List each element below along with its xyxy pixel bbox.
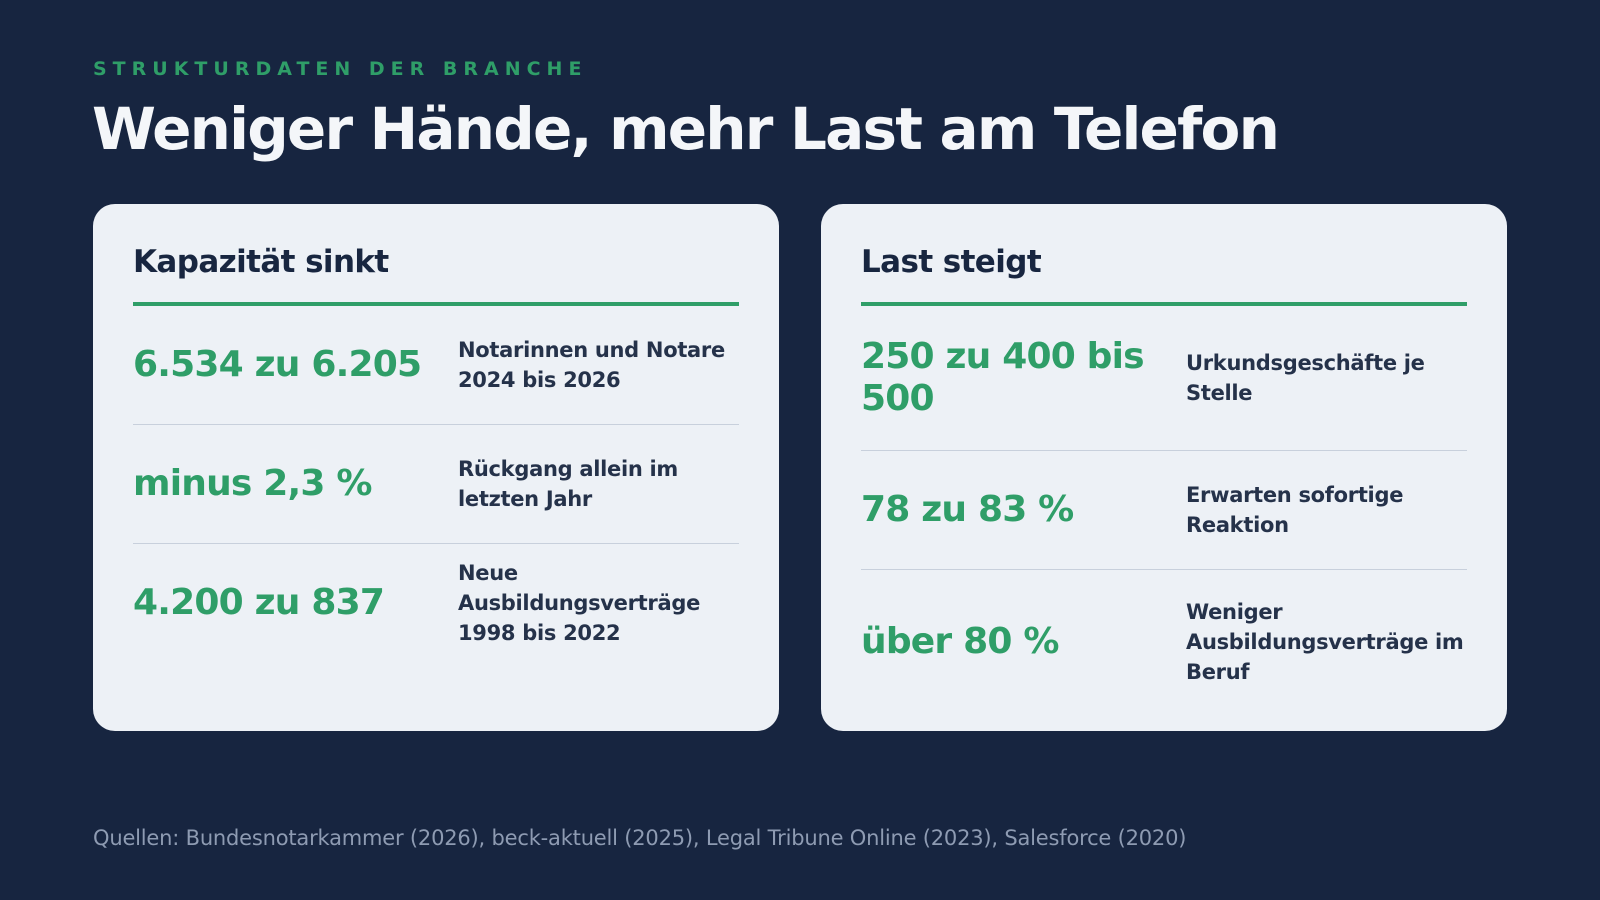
card-capacity: Kapazität sinkt 6.534 zu 6.205 Notarinne… — [93, 204, 779, 731]
stat-value: 6.534 zu 6.205 — [133, 344, 422, 385]
stat-row: 250 zu 400 bis 500 Urkundsgeschäfte je S… — [861, 306, 1467, 451]
stat-row: 4.200 zu 837 Neue Ausbildungsverträge 19… — [133, 544, 739, 662]
page-title: Weniger Hände, mehr Last am Telefon — [92, 95, 1280, 163]
sources-footnote: Quellen: Bundesnotarkammer (2026), beck-… — [93, 826, 1187, 850]
stat-value: 250 zu 400 bis 500 — [861, 336, 1145, 419]
stat-value: 78 zu 83 % — [861, 489, 1074, 530]
stat-label: Urkundsgeschäfte je Stelle — [1186, 351, 1425, 405]
stat-label: Rückgang allein im letzten Jahr — [458, 457, 678, 511]
stat-row: 6.534 zu 6.205 Notarinnen und Notare 202… — [133, 306, 739, 425]
stat-label: Erwarten sofortige Reaktion — [1186, 483, 1404, 537]
stat-label: Neue Ausbildungsverträge 1998 bis 2022 — [458, 561, 701, 645]
section-eyebrow: STRUKTURDATEN DER BRANCHE — [93, 58, 588, 80]
stat-label: Weniger Ausbildungsverträge im Beruf — [1186, 600, 1464, 684]
stat-row: 78 zu 83 % Erwarten sofortige Reaktion — [861, 451, 1467, 570]
card-load: Last steigt 250 zu 400 bis 500 Urkundsge… — [821, 204, 1507, 731]
stat-label: Notarinnen und Notare 2024 bis 2026 — [458, 338, 725, 392]
stat-value: 4.200 zu 837 — [133, 582, 385, 623]
stat-value: minus 2,3 % — [133, 463, 372, 504]
stat-row: über 80 % Weniger Ausbildungsverträge im… — [861, 570, 1467, 714]
stat-value: über 80 % — [861, 621, 1059, 662]
stat-row: minus 2,3 % Rückgang allein im letzten J… — [133, 425, 739, 544]
card-title: Kapazität sinkt — [133, 244, 739, 306]
card-title: Last steigt — [861, 244, 1467, 306]
